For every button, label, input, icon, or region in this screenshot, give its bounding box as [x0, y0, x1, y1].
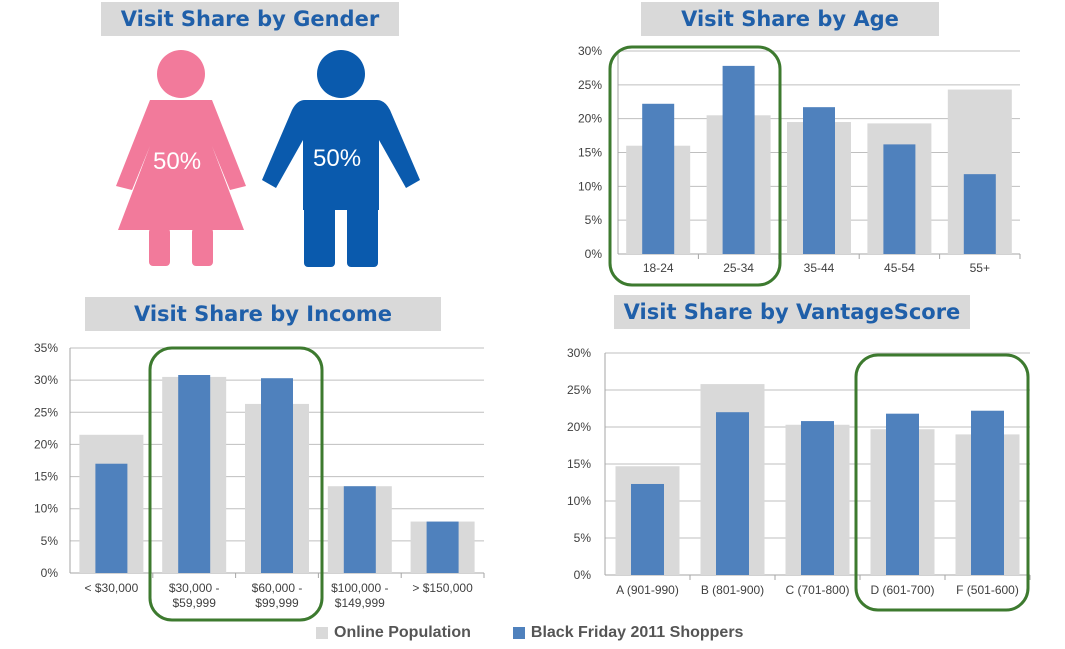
vantagescore-bar-shoppers — [631, 483, 664, 575]
income-y-tick-label: 30% — [34, 373, 58, 387]
income-y-tick-label: 10% — [34, 502, 58, 516]
age-bar-shoppers — [803, 107, 835, 254]
income-category-label: $59,999 — [173, 596, 217, 610]
vantagescore-category-label: A (901-990) — [616, 583, 679, 597]
income-bar-shoppers — [95, 463, 128, 573]
age-bar-shoppers — [963, 174, 996, 254]
age-bar-shoppers — [722, 65, 755, 255]
vantagescore-y-tick-label: 10% — [567, 494, 591, 508]
income-y-tick-label: 20% — [34, 437, 58, 451]
age-bar-shoppers — [883, 144, 916, 254]
vantagescore-y-tick-label: 25% — [567, 383, 591, 397]
vantagescore-y-tick-label: 20% — [567, 420, 591, 434]
income-category-label: < $30,000 — [85, 581, 139, 595]
age-y-tick-label: 10% — [578, 179, 602, 193]
age-y-tick-label: 0% — [585, 247, 603, 261]
legend-swatch-online — [316, 627, 328, 639]
age-category-label: 45-54 — [884, 261, 915, 275]
vantagescore-y-tick-label: 5% — [574, 531, 592, 545]
age-category-label: 35-44 — [804, 261, 835, 275]
income-bar-shoppers — [426, 521, 459, 573]
vantagescore-category-label: D (601-700) — [870, 583, 934, 597]
vantagescore-bar-shoppers — [801, 421, 834, 575]
gender-title: Visit Share by Gender — [101, 2, 399, 36]
legend-swatch-shoppers — [512, 627, 525, 639]
male-share-label: 50% — [313, 145, 362, 172]
legend-label-online: Online Population — [334, 624, 471, 641]
age-category-label: 55+ — [970, 261, 990, 275]
income-category-label: $100,000 - — [331, 581, 388, 595]
age-y-tick-label: 20% — [578, 112, 602, 126]
income-y-tick-label: 15% — [34, 470, 58, 484]
income-category-label: $30,000 - — [169, 581, 220, 595]
vantagescore-category-label: C (701-800) — [785, 583, 849, 597]
vantagescore-y-tick-label: 0% — [574, 568, 592, 582]
vantagescore-highlight-box — [854, 353, 1030, 612]
vantagescore-bar-shoppers — [716, 412, 749, 575]
age-category-label: 25-34 — [723, 261, 754, 275]
income-y-tick-label: 0% — [41, 566, 59, 580]
age-y-tick-label: 25% — [578, 78, 602, 92]
vantagescore-bar-shoppers — [886, 413, 919, 575]
legend: Online Population Black Friday 2011 Shop… — [316, 624, 743, 642]
income-bar-shoppers — [178, 375, 211, 573]
age-highlight-box — [608, 45, 782, 287]
income-category-label: > $150,000 — [412, 581, 473, 595]
age-y-tick-label: 15% — [578, 146, 602, 160]
income-category-label: $99,999 — [255, 596, 299, 610]
income-highlight-box — [148, 346, 324, 622]
income-category-label: $60,000 - — [252, 581, 303, 595]
income-y-tick-label: 25% — [34, 405, 58, 419]
vantagescore-y-tick-label: 15% — [567, 457, 591, 471]
income-bar-shoppers — [261, 378, 293, 573]
vantagescore-y-tick-label: 30% — [567, 346, 591, 360]
age-category-label: 18-24 — [643, 261, 674, 275]
female-share-label: 50% — [153, 148, 202, 175]
vantagescore-title: Visit Share by VantageScore — [614, 295, 970, 329]
age-title: Visit Share by Age — [641, 2, 939, 36]
income-bar-shoppers — [343, 486, 376, 573]
income-title: Visit Share by Income — [85, 297, 441, 331]
legend-label-shoppers: Black Friday 2011 Shoppers — [530, 624, 744, 641]
age-bar-shoppers — [642, 103, 675, 254]
vantagescore-category-label: F (501-600) — [956, 583, 1019, 597]
age-y-tick-label: 5% — [585, 213, 603, 227]
income-y-tick-label: 5% — [41, 534, 59, 548]
income-category-label: $149,999 — [335, 596, 385, 610]
income-y-tick-label: 35% — [34, 341, 58, 355]
vantagescore-category-label: B (801-900) — [701, 583, 764, 597]
age-y-tick-label: 30% — [578, 44, 602, 58]
vantagescore-bar-shoppers — [971, 410, 1004, 575]
